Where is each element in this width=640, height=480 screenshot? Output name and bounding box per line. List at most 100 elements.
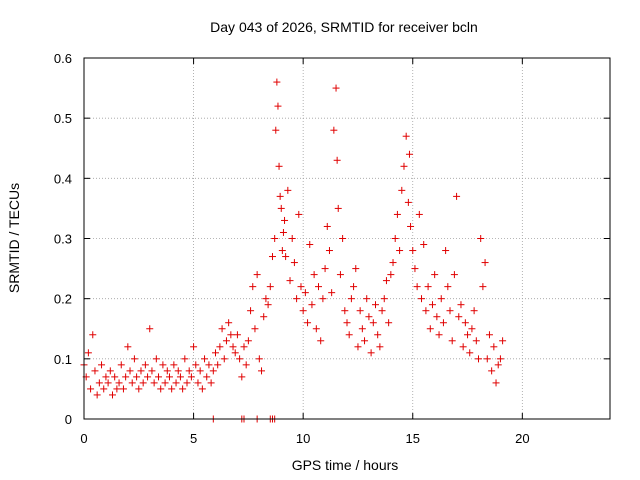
data-point [420,241,428,249]
data-point [233,331,241,339]
data-point [431,271,439,279]
data-point [459,343,467,351]
data-point [439,319,447,327]
y-tick-label: 0.4 [54,171,72,186]
x-tick-label: 15 [406,431,420,446]
data-point [389,259,397,267]
data-point [146,325,154,333]
data-point [272,126,280,134]
data-point [268,253,276,261]
data-point [227,331,235,339]
data-point [312,325,320,333]
data-point [258,367,266,375]
data-point [472,337,480,345]
data-point [113,385,121,393]
data-point [418,295,426,303]
data-point [428,301,436,309]
data-point [264,301,272,309]
data-point [468,325,476,333]
data-point [194,379,202,387]
data-point [100,385,108,393]
data-point [91,367,99,375]
data-point [205,361,213,369]
data-point [347,295,355,303]
data-point [225,319,233,327]
grid-layer [84,58,610,419]
y-tick-label: 0.6 [54,51,72,66]
data-point [144,373,152,381]
data-point [286,277,294,285]
data-point [253,271,261,279]
data-point [185,367,193,375]
y-tick-label: 0 [65,412,72,427]
data-point [218,325,226,333]
data-point [405,150,413,158]
data-point [446,307,454,315]
data-point [306,241,314,249]
data-point [155,373,163,381]
data-point [176,373,184,381]
data-point [382,277,390,285]
data-point [276,192,284,200]
y-axis-label: SRMTID / TECUs [6,183,22,293]
data-point [435,331,443,339]
data-point [161,379,169,387]
data-point [288,235,296,242]
data-point [95,379,103,387]
data-point [111,373,119,381]
data-point [255,355,263,363]
data-point [310,271,318,279]
data-point [137,367,145,375]
data-point [448,337,456,345]
x-tick-label: 10 [296,431,310,446]
data-point [481,259,489,267]
data-point [404,198,412,206]
data-point [376,343,384,351]
data-point [398,186,406,194]
data-point [308,301,316,309]
data-point [492,379,500,387]
data-point [216,343,224,351]
axis-ticks: 0 5 10 15 20 0 0.1 0.2 0.3 0.4 0.5 0.6 [54,51,610,446]
data-point [378,307,386,315]
data-point [411,265,419,273]
data-point [247,307,255,315]
data-point [330,126,338,134]
data-point [183,379,191,387]
data-point [363,295,371,303]
data-point [262,295,270,303]
x-tick-label: 5 [190,431,197,446]
data-point [426,325,434,333]
data-point [102,373,110,381]
y-tick-label: 0.5 [54,111,72,126]
data-point [365,313,373,321]
y-tick-label: 0.1 [54,352,72,367]
data-point [437,295,445,303]
data-point [455,313,463,321]
x-tick-label: 0 [80,431,87,446]
data-point [141,361,149,369]
data-point [485,331,493,339]
data-point [457,301,465,309]
y-tick-label: 0.2 [54,292,72,307]
data-point [319,295,327,303]
data-point [128,379,136,387]
data-point [367,349,375,357]
data-point [496,355,504,363]
data-point [98,361,106,369]
data-point [172,379,180,387]
data-point [212,349,219,357]
data-point [380,295,388,303]
data-point [391,235,399,242]
data-point [304,319,312,327]
data-point [464,331,472,339]
data-point [413,283,421,291]
data-point [299,307,307,315]
x-tick-label: 20 [515,431,529,446]
x-axis-label: GPS time / hours [292,457,399,473]
data-point [192,361,200,369]
data-point [396,247,404,255]
data-point [222,337,230,345]
data-point [179,385,187,393]
data-point [470,307,478,315]
